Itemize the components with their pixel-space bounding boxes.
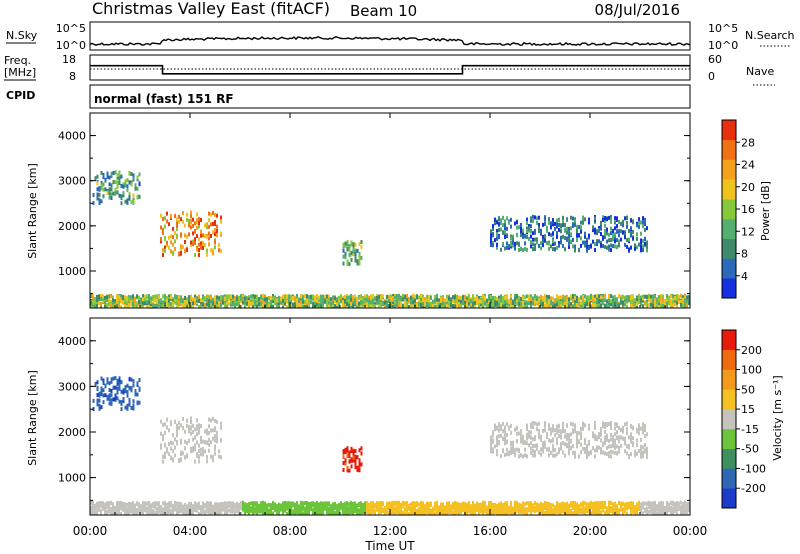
colorbar-swatch xyxy=(722,139,736,160)
cpid-text: normal (fast) 151 RF xyxy=(94,92,234,106)
colorbar-swatch xyxy=(722,120,736,141)
velocity-ylabel: Slant Range [km] xyxy=(26,370,39,466)
velocity-panel-frame xyxy=(89,317,691,516)
colorbar-tick-label: 200 xyxy=(741,344,762,357)
colorbar-tick-label: -100 xyxy=(741,462,766,475)
colorbar-tick-label: 28 xyxy=(741,136,755,149)
x-tick-label: 20:00 xyxy=(573,524,608,538)
colorbar-swatch xyxy=(722,488,736,509)
y-tick-label: 4000 xyxy=(58,130,86,143)
noise-left-tick-bottom: 10^0 xyxy=(56,39,86,52)
nave-tick-bottom: 0 xyxy=(708,70,715,83)
nave-label: Nave xyxy=(746,65,774,78)
colorbar-tick-label: 100 xyxy=(741,364,762,377)
colorbar-swatch xyxy=(722,349,736,370)
y-tick-label: 2000 xyxy=(58,220,86,233)
velocity-y-axis: 4000 3000 2000 1000 xyxy=(58,335,690,501)
plot-title: Christmas Valley East (fitACF) xyxy=(92,0,330,18)
y-tick-label: 2000 xyxy=(58,426,86,439)
colorbar-tick-label: 4 xyxy=(741,270,748,283)
y-tick-label: 4000 xyxy=(58,335,86,348)
noise-sky-line xyxy=(89,36,691,46)
colorbar-tick-label: 8 xyxy=(741,248,748,261)
colorbar-swatch xyxy=(722,409,736,430)
colorbar-swatch xyxy=(722,159,736,180)
freq-tick-bottom: 8 xyxy=(69,70,76,83)
colorbar-tick-label: 16 xyxy=(741,203,755,216)
power-y-axis: 4000 3000 2000 1000 xyxy=(58,130,690,295)
colorbar-swatch xyxy=(722,448,736,469)
y-tick-label: 3000 xyxy=(58,380,86,393)
freq-label-line2: [MHz] xyxy=(4,66,36,79)
noise-panel-frame xyxy=(89,21,691,51)
beam-label: Beam 10 xyxy=(350,2,417,20)
noise-right-tick-top: 10^5 xyxy=(708,22,738,35)
noise-search-label: N.Search xyxy=(745,29,795,42)
power-ylabel: Slant Range [km] xyxy=(26,163,39,259)
colorbar-tick-label: -50 xyxy=(741,443,759,456)
colorbar-tick-label: 12 xyxy=(741,225,755,238)
velocity-colorbar: 200 100 50 15 -15 -50 -100 -200 xyxy=(721,329,766,509)
colorbar-tick-label: -15 xyxy=(741,423,759,436)
colorbar-swatch xyxy=(722,369,736,390)
y-tick-label: 1000 xyxy=(58,265,86,278)
noise-right-tick-bottom: 10^0 xyxy=(708,39,738,52)
colorbar-swatch xyxy=(722,258,736,279)
power-colorbar-label: Power [dB] xyxy=(759,181,772,241)
x-tick-label: 04:00 xyxy=(173,524,208,538)
velocity-colorbar-label: Velocity [m s⁻¹] xyxy=(771,375,784,460)
power-panel-frame xyxy=(89,112,691,309)
colorbar-swatch xyxy=(722,218,736,239)
y-tick-label: 1000 xyxy=(58,472,86,485)
velocity-scatter xyxy=(90,375,690,515)
date-label: 08/Jul/2016 xyxy=(595,1,680,19)
x-tick-label: 00:00 xyxy=(73,524,108,538)
colorbar-swatch xyxy=(722,389,736,410)
freq-panel-frame xyxy=(89,54,691,81)
x-tick-label: 08:00 xyxy=(273,524,308,538)
noise-sky-label: N.Sky xyxy=(6,29,38,42)
freq-tick-top: 18 xyxy=(62,53,76,66)
colorbar-swatch xyxy=(722,428,736,449)
nave-tick-top: 60 xyxy=(708,53,722,66)
colorbar-tick-label: 24 xyxy=(741,159,755,172)
colorbar-swatch xyxy=(722,330,736,351)
colorbar-tick-label: 20 xyxy=(741,181,755,194)
x-axis: 00:00 04:00 08:00 12:00 16:00 20:00 00:00 xyxy=(73,113,708,538)
colorbar-swatch xyxy=(722,199,736,220)
noise-left-tick-top: 10^5 xyxy=(56,22,86,35)
colorbar-tick-label: 15 xyxy=(741,403,755,416)
colorbar-swatch xyxy=(722,179,736,200)
y-tick-label: 3000 xyxy=(58,175,86,188)
x-tick-label: 00:00 xyxy=(673,524,708,538)
x-tick-label: 16:00 xyxy=(473,524,508,538)
freq-label-line1: Freq. xyxy=(4,54,31,67)
x-tick-label: 12:00 xyxy=(373,524,408,538)
colorbar-swatch xyxy=(722,468,736,489)
frequency-line xyxy=(90,64,690,75)
colorbar-tick-label: 50 xyxy=(741,383,755,396)
colorbar-swatch xyxy=(722,278,736,299)
cpid-label: CPID xyxy=(6,89,35,102)
colorbar-swatch xyxy=(722,238,736,259)
power-scatter xyxy=(90,170,690,308)
colorbar-tick-label: -200 xyxy=(741,482,766,495)
cpid-frame xyxy=(89,84,691,109)
power-colorbar: 28 24 20 16 12 8 4 xyxy=(721,119,755,299)
x-axis-label: Time UT xyxy=(364,539,415,553)
